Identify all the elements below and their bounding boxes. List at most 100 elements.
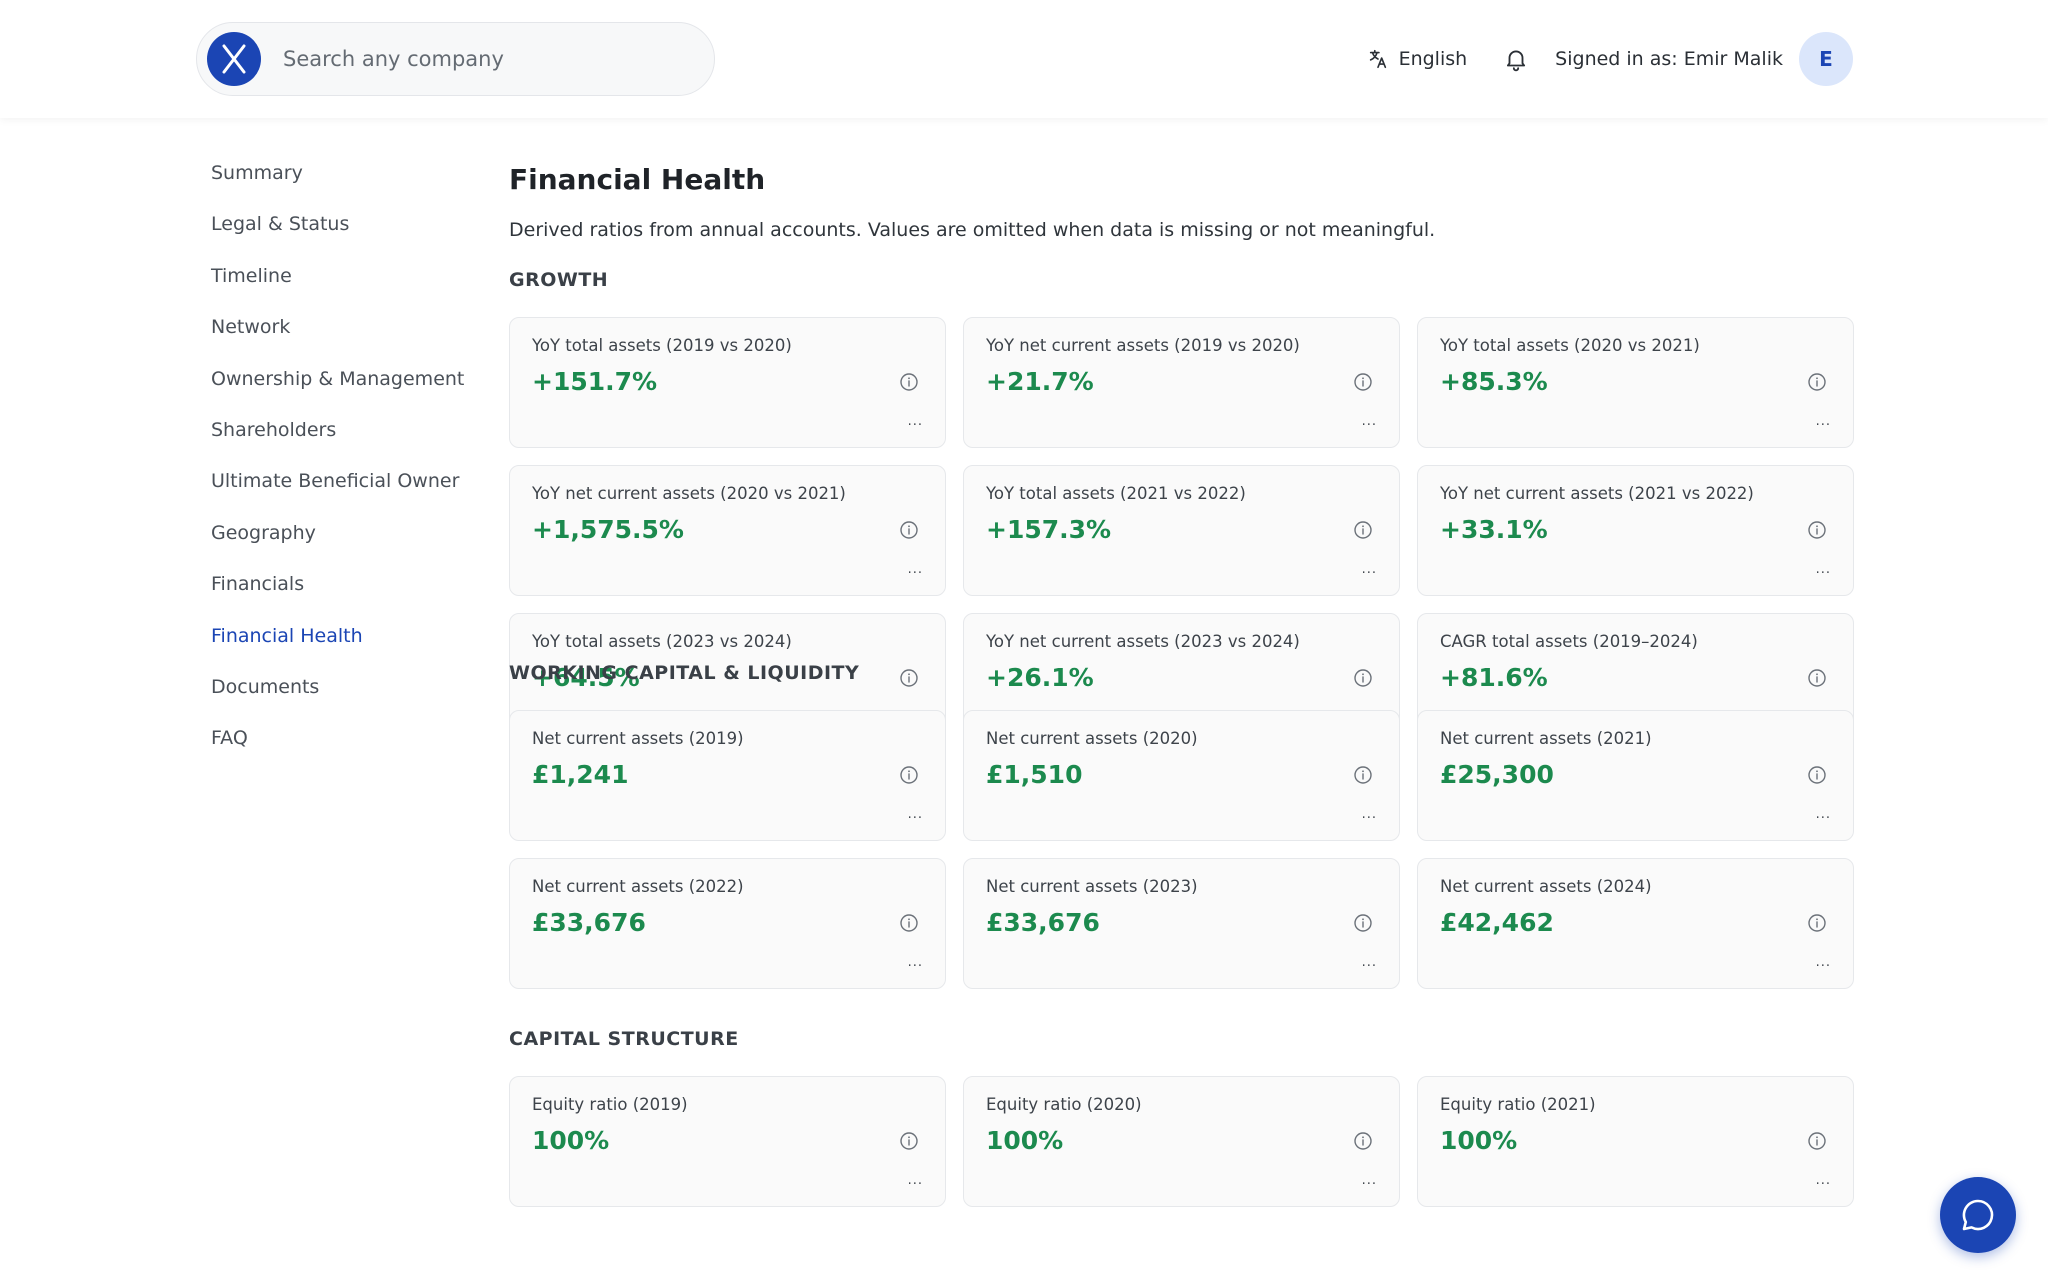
more-dots[interactable]: ... [907,562,923,577]
section-working-capital-liquidity: WORKING CAPITAL & LIQUIDITY Net current a… [509,660,1854,989]
info-icon[interactable] [899,1131,919,1151]
sidebar-item-financial-health[interactable]: Financial Health [211,624,363,647]
metric-value: +33.1% [1440,515,1548,544]
info-icon[interactable] [1353,372,1373,392]
more-dots[interactable]: ... [907,807,923,822]
more-dots[interactable]: ... [1361,955,1377,970]
metric-card: Equity ratio (2019) 100%... [509,1076,946,1207]
more-dots[interactable]: ... [1361,1173,1377,1188]
metric-card: Equity ratio (2021) 100%... [1417,1076,1854,1207]
sidebar-item-timeline[interactable]: Timeline [211,264,292,287]
metric-card: YoY total assets (2021 vs 2022) +157.3%..… [963,465,1400,596]
metric-card: Equity ratio (2020) 100%... [963,1076,1400,1207]
info-icon[interactable] [899,765,919,785]
more-dots[interactable]: ... [1815,807,1831,822]
metric-value: +81.6% [1440,663,1548,692]
more-dots[interactable]: ... [1815,1173,1831,1188]
info-icon[interactable] [899,372,919,392]
more-dots[interactable]: ... [1361,414,1377,429]
info-icon[interactable] [1807,668,1827,688]
more-dots[interactable]: ... [907,414,923,429]
sidebar-item-financials[interactable]: Financials [211,573,305,596]
metric-value: +21.7% [986,367,1094,396]
section-growth: GROWTH YoY total assets (2019 vs 2020) +15… [509,267,1854,744]
language-switcher[interactable]: English [1367,48,1468,70]
info-icon[interactable] [1353,520,1373,540]
language-label[interactable]: English [1398,48,1468,70]
metric-label: Equity ratio (2020) [986,1095,1142,1114]
metric-value: +64.5% [532,663,640,692]
sidebar-item-network[interactable]: Network [211,316,291,339]
info-icon[interactable] [899,913,919,933]
sidebar-item-ultimate-beneficial-owner[interactable]: Ultimate Beneficial Owner [211,470,460,493]
metric-value: +85.3% [1440,367,1548,396]
sidebar-item-documents[interactable]: Documents [211,675,320,698]
metric-label: Net current assets (2023) [986,877,1198,896]
more-dots[interactable]: ... [907,955,923,970]
metric-card: YoY net current assets (2019 vs 2020) +21… [963,317,1400,448]
metric-value: £1,241 [532,760,629,789]
info-icon[interactable] [899,668,919,688]
metric-value: £42,462 [1440,908,1554,937]
sidebar-item-geography[interactable]: Geography [211,521,316,544]
info-icon[interactable] [1807,913,1827,933]
metric-grid: Equity ratio (2019) 100%... Equity ratio (… [509,1076,1854,1207]
section-title: WORKING CAPITAL & LIQUIDITY [509,662,860,684]
metric-value: +1,575.5% [532,515,684,544]
metric-label: YoY total assets (2023 vs 2024) [532,632,792,651]
more-dots[interactable]: ... [907,1173,923,1188]
info-icon[interactable] [1353,1131,1373,1151]
info-icon[interactable] [1807,372,1827,392]
metric-label: CAGR total assets (2019–2024) [1440,632,1698,651]
info-icon[interactable] [1807,765,1827,785]
metric-label: YoY net current assets (2023 vs 2024) [986,632,1300,651]
metric-card: Net current assets (2021) £25,300... [1417,710,1854,841]
more-dots[interactable]: ... [1815,955,1831,970]
metric-label: Net current assets (2020) [986,729,1198,748]
chat-bubble-icon [1962,1199,1994,1231]
more-dots[interactable]: ... [1361,562,1377,577]
sidebar-item-ownership-management[interactable]: Ownership & Management [211,367,465,390]
avatar[interactable]: E [1799,32,1853,86]
metric-card: Net current assets (2023) £33,676... [963,858,1400,989]
sidebar-item-summary[interactable]: Summary [211,162,303,184]
metric-label: YoY net current assets (2020 vs 2021) [532,484,846,503]
metric-value: +157.3% [986,515,1112,544]
section-capital-structure: CAPITAL STRUCTURE Equity ratio (2019) 100%… [509,1026,1854,1207]
info-icon[interactable] [1807,1131,1827,1151]
chat-button[interactable] [1940,1177,2016,1253]
info-icon[interactable] [1353,765,1373,785]
sidebar-item-shareholders[interactable]: Shareholders [211,418,337,441]
metric-value: +26.1% [986,663,1094,692]
page-subtitle: Derived ratios from annual accounts. Val… [509,219,1436,241]
bell-icon[interactable] [1503,46,1529,72]
info-icon[interactable] [899,520,919,540]
x-logo-icon[interactable] [207,32,261,86]
metric-value: £33,676 [986,908,1100,937]
metric-label: YoY total assets (2020 vs 2021) [1440,336,1700,355]
metric-label: YoY net current assets (2021 vs 2022) [1440,484,1754,503]
page-title: Financial Health [509,163,766,196]
top-header: Search any company English Signed in as:… [0,0,2048,118]
info-icon[interactable] [1807,520,1827,540]
metric-value: 100% [1440,1126,1518,1155]
metric-label: Equity ratio (2021) [1440,1095,1596,1114]
metric-value: £33,676 [532,908,646,937]
company-search[interactable]: Search any company [196,22,715,96]
sidebar-item-faq[interactable]: FAQ [211,727,248,750]
metric-value: 100% [986,1126,1064,1155]
metric-grid: Net current assets (2019) £1,241... Net cu… [509,710,1854,989]
more-dots[interactable]: ... [1815,562,1831,577]
section-title: CAPITAL STRUCTURE [509,1028,739,1050]
metric-value: +151.7% [532,367,658,396]
search-input[interactable]: Search any company [283,47,504,71]
metric-card: YoY net current assets (2021 vs 2022) +33… [1417,465,1854,596]
info-icon[interactable] [1353,668,1373,688]
sidebar-nav: Summary Legal & Status Timeline Network Owne… [211,153,471,770]
metric-label: Equity ratio (2019) [532,1095,688,1114]
more-dots[interactable]: ... [1361,807,1377,822]
metric-label: YoY total assets (2021 vs 2022) [986,484,1246,503]
more-dots[interactable]: ... [1815,414,1831,429]
sidebar-item-legal-status[interactable]: Legal & Status [211,213,350,236]
info-icon[interactable] [1353,913,1373,933]
